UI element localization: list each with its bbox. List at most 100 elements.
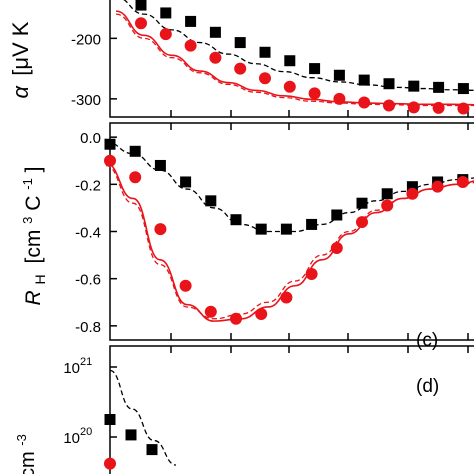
- black-square-point: [356, 197, 368, 209]
- black-square-point: [306, 218, 318, 230]
- black-square-point: [433, 81, 445, 93]
- black-square-point: [383, 78, 395, 90]
- red-circle-point: [283, 80, 296, 93]
- panel-d-label: (d): [416, 376, 439, 397]
- y-tick-label-exponent: 21: [80, 356, 92, 368]
- red-circle-point: [358, 96, 371, 109]
- rh-symbol: R: [22, 290, 45, 305]
- black-square-point: [331, 209, 343, 221]
- red-circle-point: [431, 180, 444, 193]
- panel-a-fit-curves: [115, 0, 474, 107]
- black-square-point: [205, 195, 217, 207]
- panel-a: -200 -300 α [μV K: [8, 0, 474, 118]
- panel-d-fit-curves: [109, 369, 177, 466]
- black-square-point: [104, 138, 116, 150]
- red-circle-point: [230, 312, 242, 325]
- black-square-point: [259, 46, 271, 58]
- black-square-point: [284, 55, 296, 67]
- black-square-point: [209, 26, 221, 38]
- red-circle-point: [383, 99, 395, 112]
- panel-c-x-ticks: [170, 123, 469, 130]
- black-square-point: [146, 444, 158, 456]
- black-square-point: [408, 80, 420, 92]
- black-square-point: [309, 63, 321, 75]
- panel-d-points: [104, 414, 158, 470]
- red-circle-point: [259, 72, 271, 85]
- y-tick-label: 0.0: [80, 130, 101, 147]
- panel-c-points: [104, 138, 469, 325]
- black-square-point: [406, 181, 418, 193]
- black-square-point: [280, 223, 292, 235]
- red-circle-point: [457, 102, 470, 115]
- panel-d-x-ticks: [170, 346, 469, 353]
- black-square-point: [160, 7, 172, 19]
- panel-c: 0.0 -0.2 -0.4 -0.6 -0.8 (c) R H [cm 3 C -1 ]: [14, 122, 474, 351]
- y-tick-label: -0.2: [75, 177, 101, 194]
- red-circle-point: [406, 187, 419, 200]
- y-tick-label: -0.8: [75, 319, 101, 336]
- red-solid-fit-curve: [115, 10, 474, 106]
- black-dashed-fit-curve: [105, 141, 474, 233]
- red-circle-point: [204, 305, 217, 318]
- y-tick-label: -200: [71, 31, 101, 48]
- rh-subscript: H: [32, 274, 48, 284]
- red-circle-point: [255, 308, 268, 321]
- svg-text:α [μV K: α [μV K: [8, 21, 33, 98]
- red-circle-point: [129, 171, 142, 184]
- panel-a-points: [135, 0, 470, 115]
- red-circle-point: [184, 39, 197, 52]
- n-unit-cm: cm: [17, 451, 39, 474]
- y-tick-label: 10: [63, 360, 80, 377]
- red-circle-point: [135, 17, 147, 30]
- black-square-point: [230, 214, 242, 226]
- black-square-point: [255, 223, 267, 235]
- red-dashed-fit-curve: [105, 164, 474, 320]
- red-circle-point: [179, 279, 192, 292]
- black-square-point: [154, 159, 166, 171]
- svg-text:cm -3: cm -3: [14, 434, 39, 474]
- red-circle-point: [280, 291, 293, 304]
- black-square-point: [180, 176, 192, 188]
- black-square-point: [381, 188, 393, 200]
- red-circle-point: [234, 62, 247, 75]
- red-circle-point: [432, 101, 445, 114]
- black-square-point: [333, 69, 345, 81]
- panel-a-frame: [109, 0, 474, 118]
- black-square-point: [185, 15, 197, 27]
- red-circle-point: [330, 242, 343, 255]
- black-square-point: [457, 83, 469, 95]
- black-dashed-fit-curve: [123, 0, 474, 91]
- red-circle-point: [381, 199, 394, 212]
- panel-d-frame: [109, 345, 474, 474]
- red-circle-point: [209, 51, 222, 64]
- y-tick-label: -0.4: [75, 225, 101, 242]
- panel-c-fit-curves: [105, 141, 474, 322]
- rh-unit-sup-3: 3: [20, 217, 35, 224]
- black-square-point: [234, 37, 246, 49]
- rh-unit-cm: [cm: [22, 230, 45, 264]
- svg-text:R H [cm: R H [cm 3 C -1 ]: [14, 167, 50, 306]
- rh-unit-c: C: [22, 196, 45, 211]
- red-circle-point: [104, 154, 116, 167]
- n-unit-sup: -3: [14, 434, 29, 446]
- panel-c-label: (c): [416, 330, 438, 351]
- red-circle-point: [407, 101, 420, 114]
- red-circle-point: [356, 216, 368, 229]
- black-square-point: [125, 429, 137, 441]
- black-square-point: [358, 74, 370, 86]
- red-circle-point: [104, 457, 116, 470]
- red-dashed-fit-curve: [115, 13, 474, 107]
- y-tick-label: -300: [71, 92, 101, 109]
- red-circle-point: [456, 175, 469, 188]
- alpha-unit: [μV K: [8, 21, 33, 76]
- red-circle-point: [333, 92, 346, 105]
- y-tick-label-exponent: 20: [80, 426, 92, 438]
- panel-c-y-axis: 0.0 -0.2 -0.4 -0.6 -0.8: [75, 130, 469, 340]
- rh-unit-close: ]: [22, 167, 45, 173]
- alpha-symbol: α: [8, 84, 33, 98]
- black-dashed-fit-curve: [109, 369, 177, 466]
- rh-unit-sup-minus1: -1: [20, 178, 35, 190]
